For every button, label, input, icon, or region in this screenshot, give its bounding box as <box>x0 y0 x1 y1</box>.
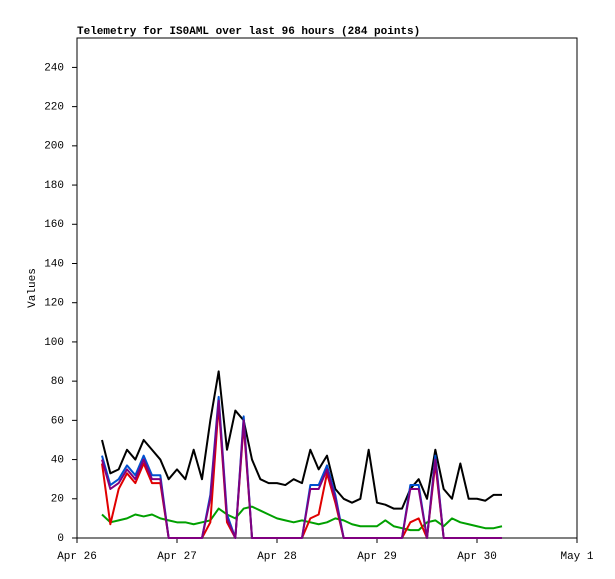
plot-frame <box>76 37 578 539</box>
series-line <box>101 505 503 532</box>
y-tick-label: 220 <box>44 102 64 114</box>
x-tick-label: Apr 28 <box>257 551 297 563</box>
y-tick-label: 80 <box>51 376 64 388</box>
y-tick-label: 200 <box>44 141 64 153</box>
y-tick-label: 20 <box>51 494 64 506</box>
x-tick-label: May 1 <box>560 551 593 563</box>
y-tick-label: 120 <box>44 298 64 310</box>
x-tick-label: Apr 26 <box>57 551 97 563</box>
x-tick-label: Apr 27 <box>157 551 197 563</box>
y-tick-label: 0 <box>57 533 64 545</box>
series-line <box>101 370 502 510</box>
y-tick-label: 100 <box>44 337 64 349</box>
y-tick-label: 40 <box>51 454 64 466</box>
y-tick-label: 180 <box>44 180 64 192</box>
chart-title: Telemetry for IS0AML over last 96 hours … <box>77 26 420 38</box>
y-tick-label: 140 <box>44 258 64 270</box>
y-axis-label: Values <box>27 268 39 308</box>
x-tick-label: Apr 30 <box>457 551 497 563</box>
series-line <box>101 399 502 539</box>
y-tick-label: 60 <box>51 415 64 427</box>
y-tick-label: 160 <box>44 219 64 231</box>
y-tick-label: 240 <box>44 62 64 74</box>
x-tick-label: Apr 29 <box>357 551 397 563</box>
